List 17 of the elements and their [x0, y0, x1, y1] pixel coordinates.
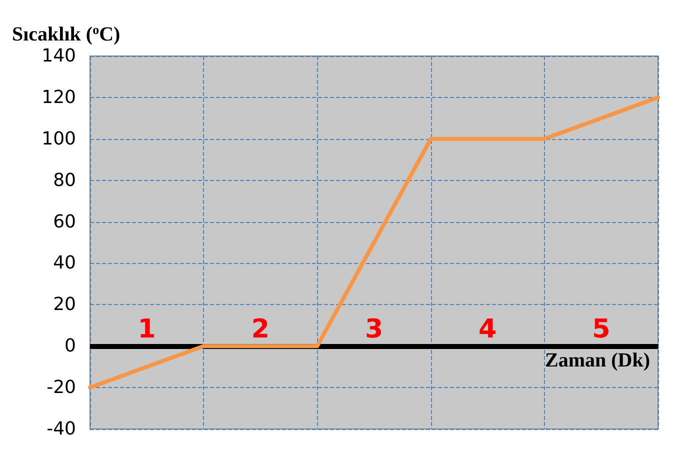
- y-tick-label: 40: [53, 252, 76, 274]
- y-tick-label: 140: [42, 46, 76, 66]
- annotation: 4: [478, 314, 497, 345]
- annotation: 2: [251, 314, 270, 345]
- y-tick-label: -40: [46, 418, 76, 440]
- annotation: 1: [138, 314, 156, 345]
- y-tick-label: 120: [42, 86, 76, 108]
- y-tick-label: 80: [53, 170, 76, 191]
- y-tick-label: 0: [64, 336, 76, 357]
- annotation: 5: [592, 314, 610, 345]
- line-series: [88, 95, 660, 390]
- y-tick-label: -20: [46, 377, 76, 398]
- annotation: 3: [364, 314, 384, 345]
- y-tick-label: 60: [53, 211, 76, 232]
- y-tick-label: 100: [42, 128, 76, 150]
- x-axis-title: Zaman (Dk): [544, 350, 650, 372]
- y-tick-label: 20: [53, 294, 76, 316]
